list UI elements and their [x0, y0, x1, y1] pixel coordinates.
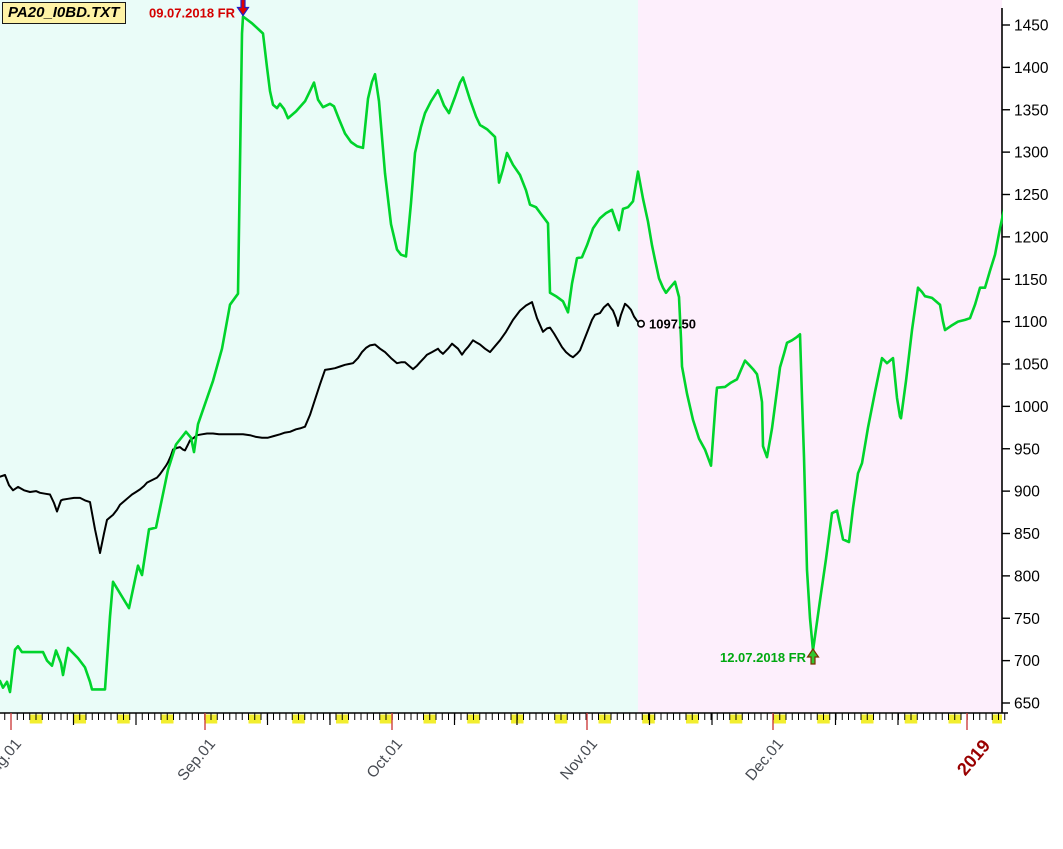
- x-axis-mid-ticks: [72, 713, 899, 725]
- peak-date-label: 09.07.2018 FR: [149, 6, 236, 21]
- y-tick-label: 750: [1014, 611, 1040, 628]
- y-tick-label: 650: [1014, 696, 1040, 713]
- peak-arrow-icon: [236, 0, 250, 17]
- y-tick-label: 1000: [1014, 399, 1049, 416]
- trough-date-label: 12.07.2018 FR: [720, 650, 807, 665]
- y-tick-label: 1100: [1014, 314, 1048, 331]
- y-tick-label: 1300: [1014, 145, 1049, 162]
- month-label: Oct.01: [364, 736, 406, 782]
- annotations: 09.07.2018 FR 12.07.2018 FR 1097.50: [149, 0, 820, 665]
- y-tick-label: 1450: [1014, 18, 1049, 35]
- year-label: 2019: [953, 736, 994, 780]
- x-axis-day-ticks: [4, 713, 1006, 720]
- month-label: Dec.01: [742, 736, 787, 785]
- y-tick-label: 800: [1014, 568, 1040, 585]
- y-tick-label: 1050: [1014, 357, 1049, 374]
- black-line-series: [0, 301, 641, 554]
- month-label: Aug.01: [0, 736, 25, 785]
- weekend-bands: [29, 714, 1002, 724]
- y-tick-label: 700: [1014, 653, 1040, 670]
- y-tick-label: 850: [1014, 526, 1040, 543]
- y-tick-label: 950: [1014, 441, 1040, 458]
- weekend-band: [992, 714, 1002, 724]
- plot-background-left-region: [0, 0, 638, 713]
- month-label: Sep.01: [174, 736, 219, 785]
- y-tick-label: 1400: [1014, 60, 1049, 77]
- y-tick-label: 1150: [1014, 272, 1048, 289]
- month-label: Nov.01: [557, 736, 601, 784]
- last-price-label: 1097.50: [649, 317, 696, 332]
- last-price-marker: [636, 319, 645, 328]
- x-axis-month-labels: Aug.01 Sep.01 Oct.01 Nov.01 Dec.01 2019: [0, 713, 994, 784]
- file-name-label: PA20_I0BD.TXT: [2, 2, 127, 24]
- y-axis: 650 700 750 800 850 900 950 1000 1050 1100 1150 120…: [1001, 8, 1049, 713]
- y-tick-label: 1250: [1014, 187, 1049, 204]
- trough-arrow-icon: [806, 647, 820, 665]
- green-line-series: [0, 15, 1003, 694]
- y-tick-label: 1350: [1014, 102, 1049, 119]
- y-tick-label: 900: [1014, 484, 1040, 501]
- y-tick-label: 1200: [1014, 229, 1049, 246]
